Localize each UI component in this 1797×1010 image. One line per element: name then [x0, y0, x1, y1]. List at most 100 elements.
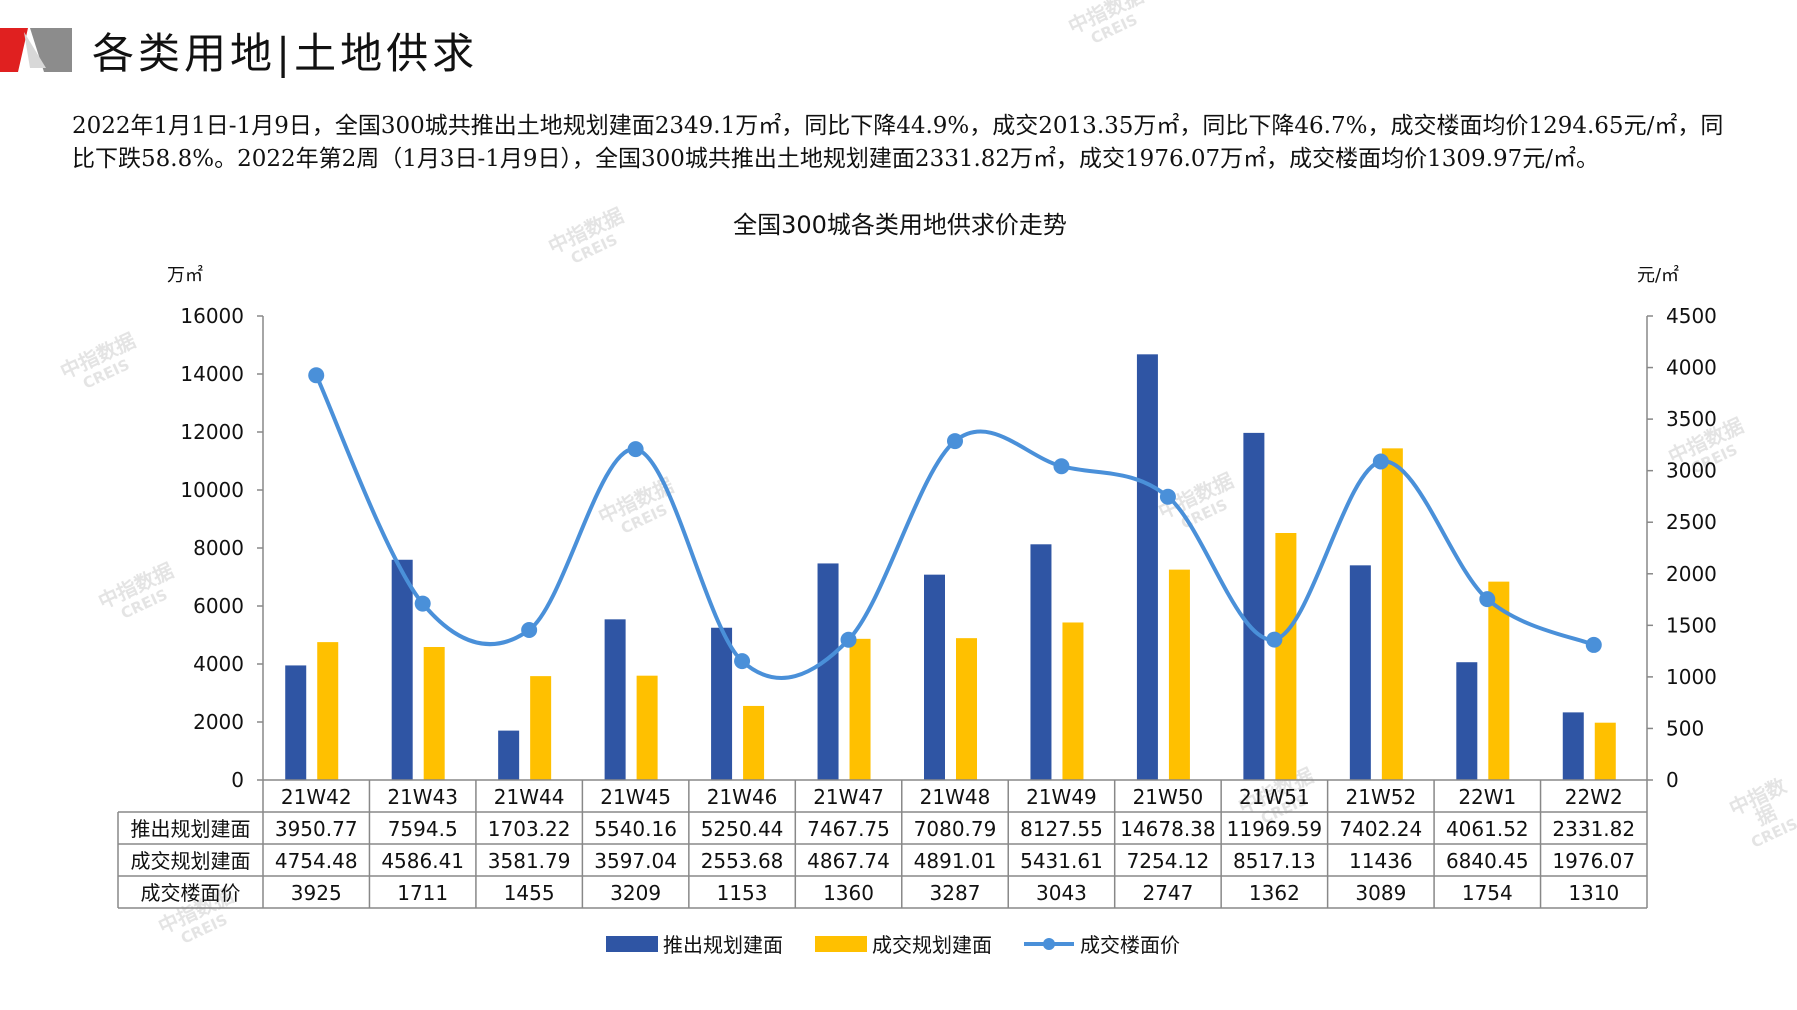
right-tick-label: 3500: [1666, 407, 1717, 431]
right-tick-label: 3000: [1666, 459, 1717, 483]
data-label: 1360: [823, 881, 874, 905]
legend-label-deal: 成交规划建面: [872, 933, 992, 957]
price-point: [840, 631, 857, 648]
x-tick-label: 22W2: [1565, 785, 1623, 809]
price-point: [308, 367, 325, 384]
data-label: 14678.38: [1120, 817, 1215, 841]
x-tick-label: 21W47: [813, 785, 884, 809]
x-tick-label: 21W52: [1346, 785, 1417, 809]
bar-deal: [530, 676, 552, 780]
bar-deal: [956, 638, 977, 780]
left-tick-label: 16000: [180, 304, 244, 328]
bar-deal: [1062, 622, 1084, 780]
data-label: 1711: [397, 881, 448, 905]
bar-supply: [817, 563, 839, 780]
data-label: 2553.68: [701, 849, 784, 873]
bar-supply: [1562, 712, 1584, 780]
bar-deal: [317, 642, 339, 780]
data-label: 5431.61: [1020, 849, 1103, 873]
data-label: 1153: [717, 881, 768, 905]
legend-swatch-deal: [815, 936, 867, 952]
price-point: [1053, 458, 1070, 475]
table-row-header: 成交规划建面: [131, 849, 251, 873]
data-label: 1455: [504, 881, 555, 905]
data-label: 3287: [930, 881, 981, 905]
data-label: 7080.79: [914, 817, 997, 841]
x-tick-label: 21W44: [494, 785, 565, 809]
data-label: 7467.75: [807, 817, 890, 841]
left-axis-unit: 万㎡: [167, 264, 203, 286]
x-tick-label: 22W1: [1458, 785, 1516, 809]
table-row-header: 成交楼面价: [141, 881, 241, 905]
left-tick-label: 2000: [193, 710, 244, 734]
right-tick-label: 0: [1666, 768, 1679, 792]
bar-deal: [636, 675, 658, 780]
bar-supply: [498, 730, 520, 780]
legend-label-price: 成交楼面价: [1080, 933, 1180, 957]
data-label: 3209: [610, 881, 661, 905]
data-label: 4586.41: [381, 849, 464, 873]
bar-deal: [423, 646, 445, 780]
data-label: 1976.07: [1552, 849, 1635, 873]
right-tick-label: 1500: [1666, 613, 1717, 637]
left-tick-label: 12000: [180, 420, 244, 444]
bar-deal: [1275, 533, 1297, 780]
table-row-header: 推出规划建面: [131, 817, 251, 841]
supply-demand-price-chart: 全国300城各类用地供求价走势 万㎡ 元/㎡ 0 2000 4000 6000 8000…: [117, 211, 1717, 957]
data-label: 5540.16: [594, 817, 677, 841]
data-label: 1754: [1462, 881, 1513, 905]
data-label: 3950.77: [275, 817, 358, 841]
data-label: 11436: [1349, 849, 1413, 873]
data-label: 8517.13: [1233, 849, 1316, 873]
right-tick-label: 1000: [1666, 665, 1717, 689]
left-tick-label: 8000: [193, 536, 244, 560]
data-label: 3089: [1355, 881, 1406, 905]
bar-supply: [604, 619, 626, 780]
data-label: 2747: [1142, 881, 1193, 905]
bar-supply: [711, 627, 733, 780]
data-label: 3043: [1036, 881, 1087, 905]
right-tick-label: 2000: [1666, 562, 1717, 586]
price-point: [521, 621, 538, 638]
data-label: 4891.01: [914, 849, 997, 873]
bar-supply: [1136, 354, 1158, 780]
chart-legend: 推出规划建面 成交规划建面 成交楼面价: [606, 933, 1180, 957]
data-label: 1703.22: [488, 817, 571, 841]
x-tick-label: 21W45: [600, 785, 671, 809]
bar-supply: [1456, 662, 1478, 780]
bar-supply: [1349, 565, 1371, 780]
price-point: [1266, 631, 1283, 648]
data-label: 4754.48: [275, 849, 358, 873]
bar-deal: [1488, 581, 1510, 780]
right-tick-label: 2500: [1666, 510, 1717, 534]
x-tick-label: 21W49: [1026, 785, 1097, 809]
price-point: [1585, 636, 1602, 653]
bar-deal: [1381, 448, 1403, 780]
data-label: 3581.79: [488, 849, 571, 873]
legend-marker-price: [1043, 938, 1055, 950]
chart-title: 全国300城各类用地供求价走势: [733, 211, 1067, 239]
x-tick-label: 21W51: [1239, 785, 1310, 809]
data-label: 4867.74: [807, 849, 890, 873]
right-tick-label: 4500: [1666, 304, 1717, 328]
bar-supply: [924, 574, 945, 780]
price-point: [414, 595, 431, 612]
price-point: [734, 653, 751, 670]
x-tick-label: 21W48: [920, 785, 991, 809]
data-label: 5250.44: [701, 817, 784, 841]
price-point: [1479, 591, 1496, 608]
bar-deal: [849, 638, 871, 780]
bar-supply: [391, 559, 413, 780]
right-tick-label: 500: [1666, 716, 1704, 740]
bar-deal: [1594, 722, 1616, 780]
bar-supply: [1030, 544, 1052, 780]
price-point: [627, 441, 644, 458]
left-tick-label: 0: [231, 768, 244, 792]
left-tick-label: 4000: [193, 652, 244, 676]
x-tick-label: 21W42: [281, 785, 352, 809]
left-tick-label: 10000: [180, 478, 244, 502]
data-label: 7402.24: [1339, 817, 1422, 841]
left-tick-label: 14000: [180, 362, 244, 386]
bar-deal: [743, 705, 765, 780]
company-logo: [0, 28, 72, 72]
